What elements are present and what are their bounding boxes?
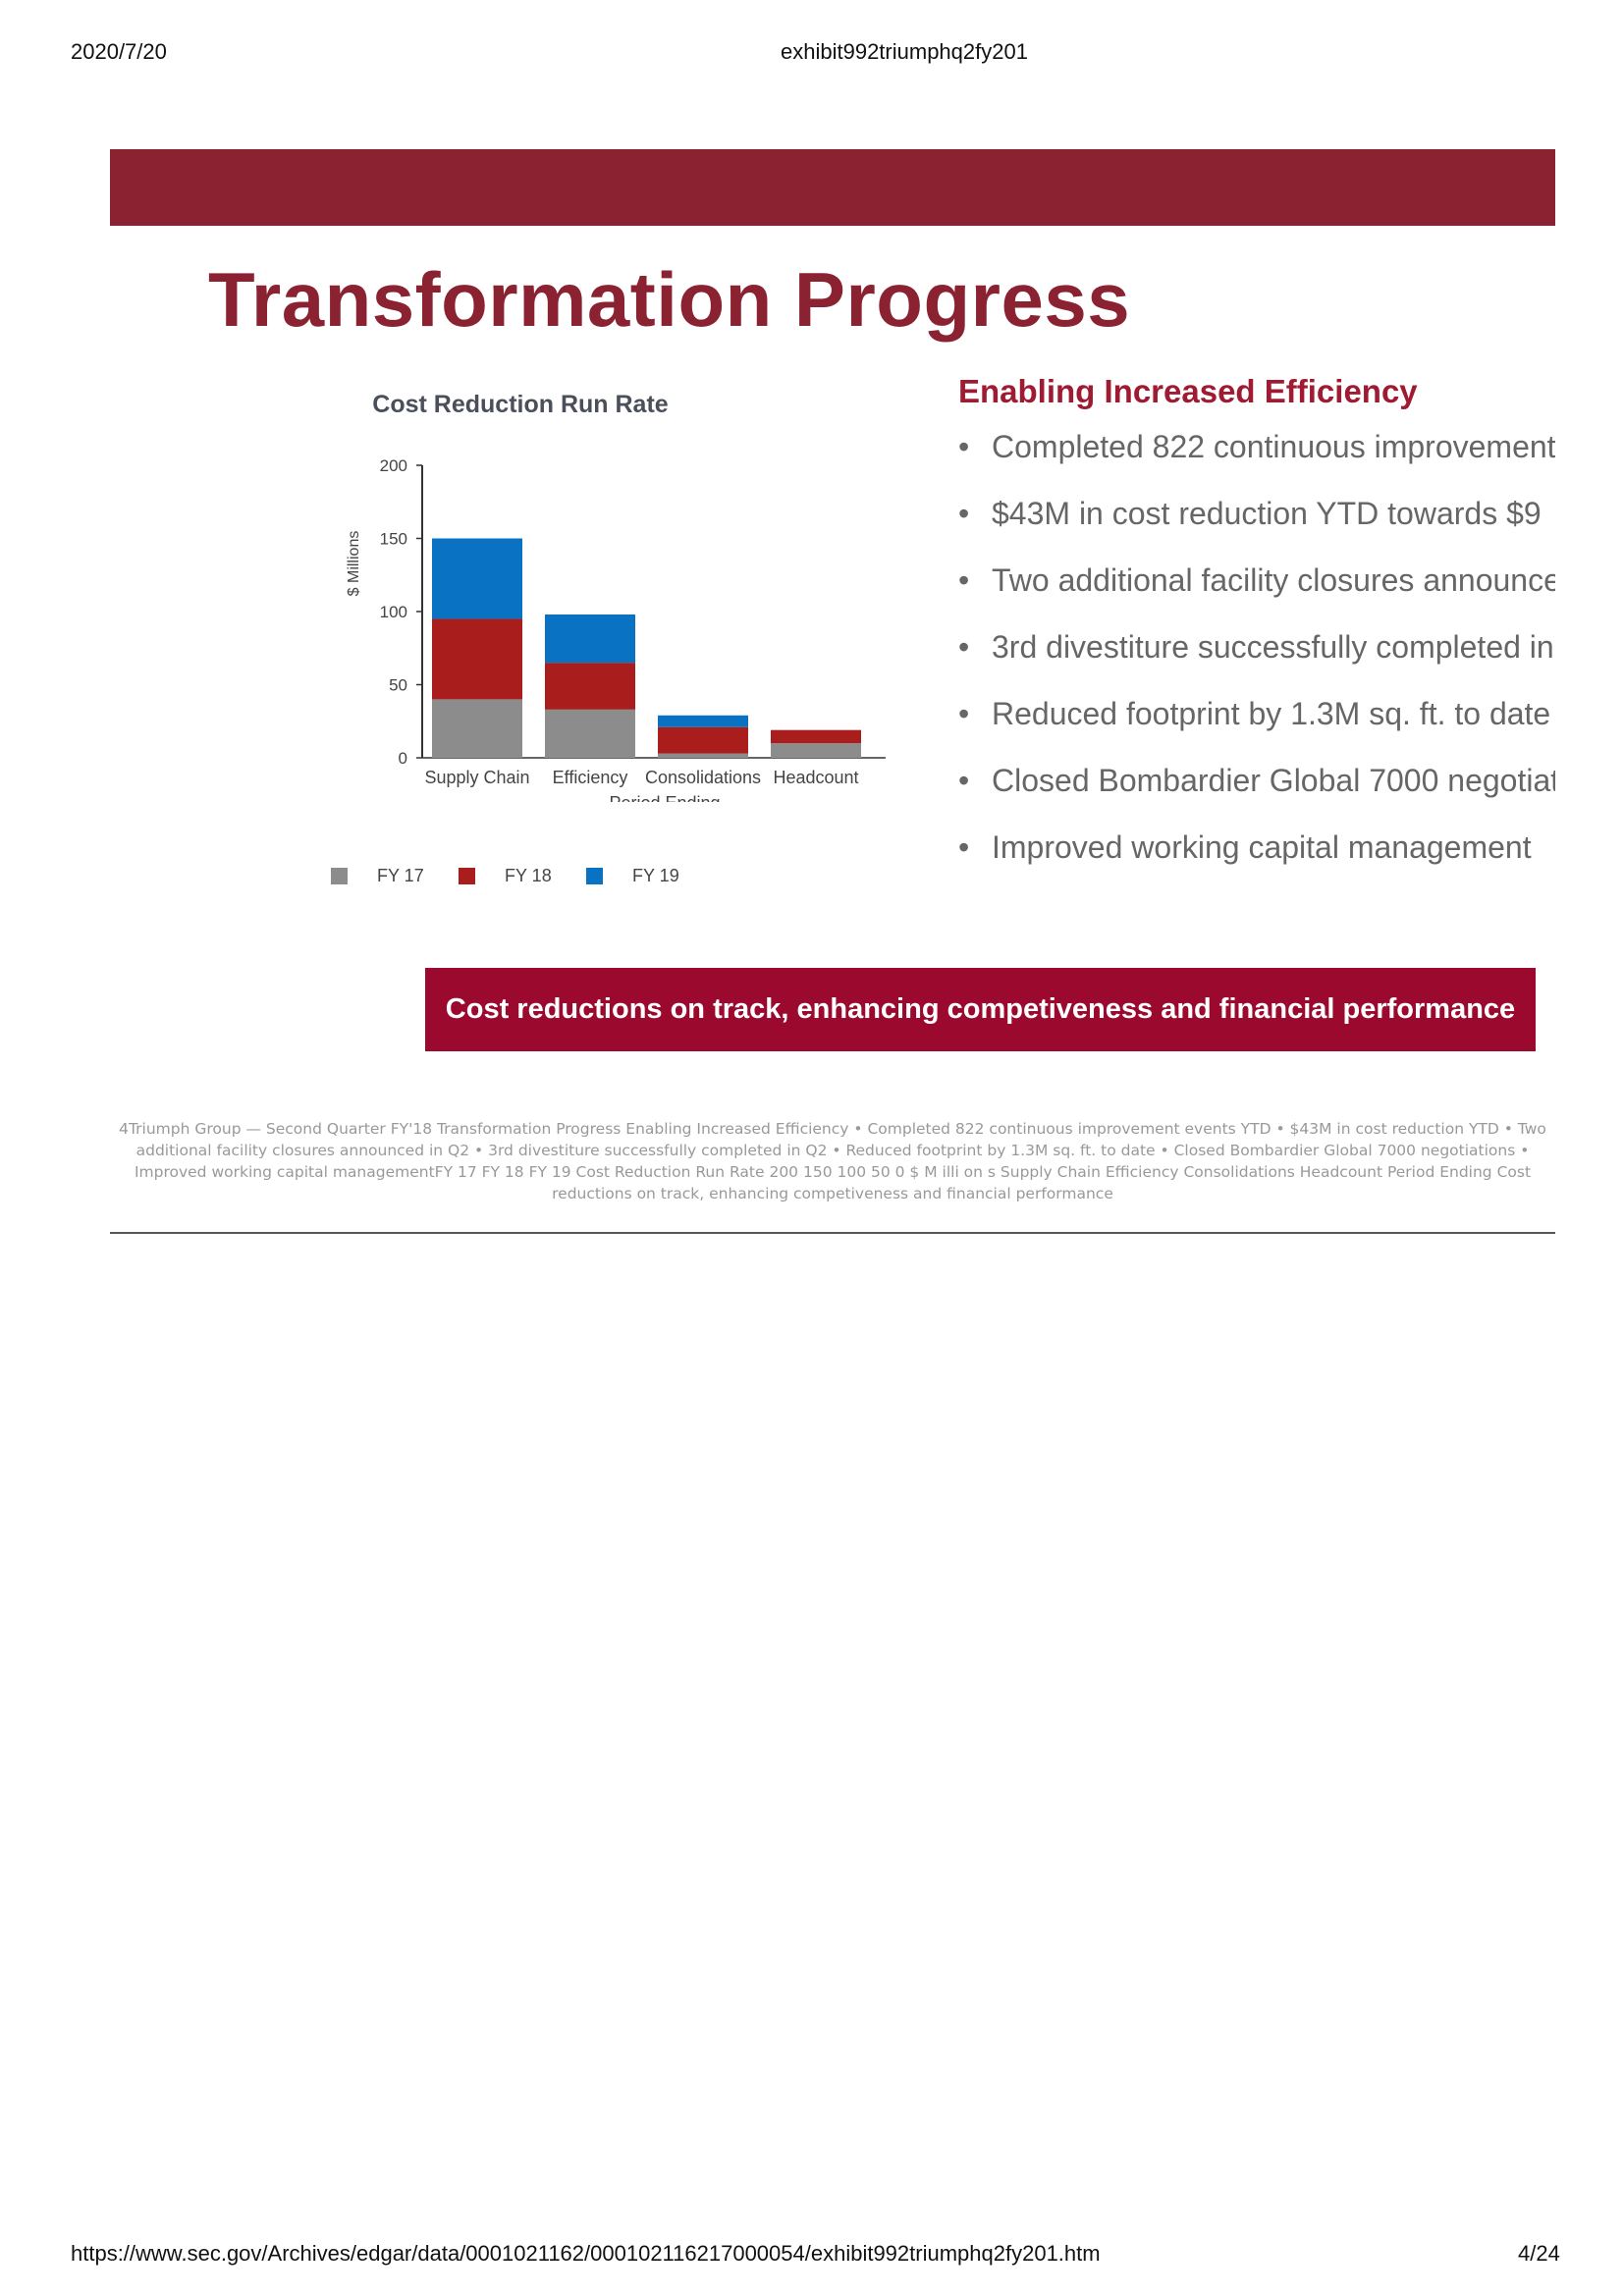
- bar-segment: [658, 754, 748, 758]
- bullet-item: • $43M in cost reduction YTD towards $9: [958, 496, 1555, 562]
- efficiency-bullet-list: • Completed 822 continuous improvement ev…: [958, 429, 1555, 896]
- bullet-text: Two additional facility closures announc…: [992, 562, 1555, 598]
- legend-item: FY 18: [459, 866, 552, 886]
- chart-legend: FY 17 FY 18 FY 19: [331, 866, 743, 895]
- bullet-text: Completed 822 continuous improvement eve…: [992, 429, 1555, 464]
- efficiency-heading: Enabling Increased Efficiency: [958, 373, 1418, 410]
- x-category-label: Supply Chain: [424, 768, 529, 787]
- x-category-label: Efficiency: [553, 768, 628, 787]
- x-category-label: Consolidations: [645, 768, 761, 787]
- slide-top-banner: [110, 149, 1555, 226]
- bullet-dot: •: [958, 829, 969, 866]
- bar-segment: [771, 730, 861, 743]
- legend-label: FY 19: [632, 866, 679, 886]
- bullet-dot: •: [958, 496, 969, 532]
- x-category-label: Headcount: [773, 768, 858, 787]
- slide-title: Transformation Progress: [208, 255, 1130, 345]
- bullet-text: 3rd divestiture successfully completed i…: [992, 629, 1555, 665]
- print-url: https://www.sec.gov/Archives/edgar/data/…: [71, 2241, 1101, 2267]
- chart-y-axis-label: $ Millions: [346, 531, 362, 597]
- legend-label: FY 18: [505, 866, 552, 886]
- bullet-item: • Two additional facility closures announ…: [958, 562, 1555, 629]
- bullet-item: • 3rd divestiture successfully completed …: [958, 629, 1555, 696]
- slide: Transformation Progress Cost Reduction R…: [110, 149, 1555, 1062]
- print-page-number: 4/24: [1518, 2241, 1560, 2267]
- bar-segment: [545, 710, 635, 758]
- legend-swatch: [331, 868, 348, 884]
- bar-segment: [545, 614, 635, 663]
- bar-segment: [658, 716, 748, 727]
- chart-x-axis-label: Period Ending: [609, 793, 720, 802]
- y-tick-label: 200: [380, 456, 407, 475]
- bullet-dot: •: [958, 429, 969, 465]
- y-tick-label: 100: [380, 603, 407, 621]
- legend-item: FY 17: [331, 866, 424, 886]
- y-tick-label: 0: [399, 749, 407, 768]
- y-tick-label: 150: [380, 530, 407, 549]
- cost-reduction-chart: Cost Reduction Run Rate $ Millions 200 15…: [208, 380, 895, 802]
- divider-line: [110, 1232, 1555, 1234]
- print-date: 2020/7/20: [71, 39, 167, 65]
- bullet-item: • Completed 822 continuous improvement ev…: [958, 429, 1555, 496]
- bar-segment: [545, 663, 635, 710]
- legend-swatch: [586, 868, 603, 884]
- bullet-text: $43M in cost reduction YTD towards $9: [992, 496, 1542, 531]
- bullet-item: • Improved working capital management: [958, 829, 1555, 896]
- bullet-text: Reduced footprint by 1.3M sq. ft. to dat…: [992, 696, 1550, 731]
- legend-swatch: [459, 868, 475, 884]
- bullet-dot: •: [958, 629, 969, 666]
- bar-segment: [432, 618, 522, 699]
- callout-banner: Cost reductions on track, enhancing comp…: [425, 968, 1536, 1051]
- bar-segment: [771, 743, 861, 758]
- bar-segment: [432, 699, 522, 758]
- legend-item: FY 19: [586, 866, 679, 886]
- bullet-item: • Closed Bombardier Global 7000 negotiati…: [958, 763, 1555, 829]
- bullet-dot: •: [958, 763, 969, 799]
- bullet-dot: •: [958, 562, 969, 599]
- bullet-dot: •: [958, 696, 969, 732]
- bullet-text: Closed Bombardier Global 7000 negotiatio…: [992, 763, 1555, 798]
- y-tick-label: 50: [389, 676, 407, 695]
- legend-label: FY 17: [377, 866, 424, 886]
- bullet-text: Improved working capital management: [992, 829, 1532, 865]
- slide-alt-text: 4Triumph Group — Second Quarter FY'18 Tr…: [110, 1118, 1555, 1208]
- print-doc-title: exhibit992triumphq2fy201: [781, 39, 1028, 65]
- bar-segment: [432, 539, 522, 619]
- bar-segment: [658, 727, 748, 754]
- bullet-item: • Reduced footprint by 1.3M sq. ft. to da…: [958, 696, 1555, 763]
- chart-title: Cost Reduction Run Rate: [372, 391, 668, 418]
